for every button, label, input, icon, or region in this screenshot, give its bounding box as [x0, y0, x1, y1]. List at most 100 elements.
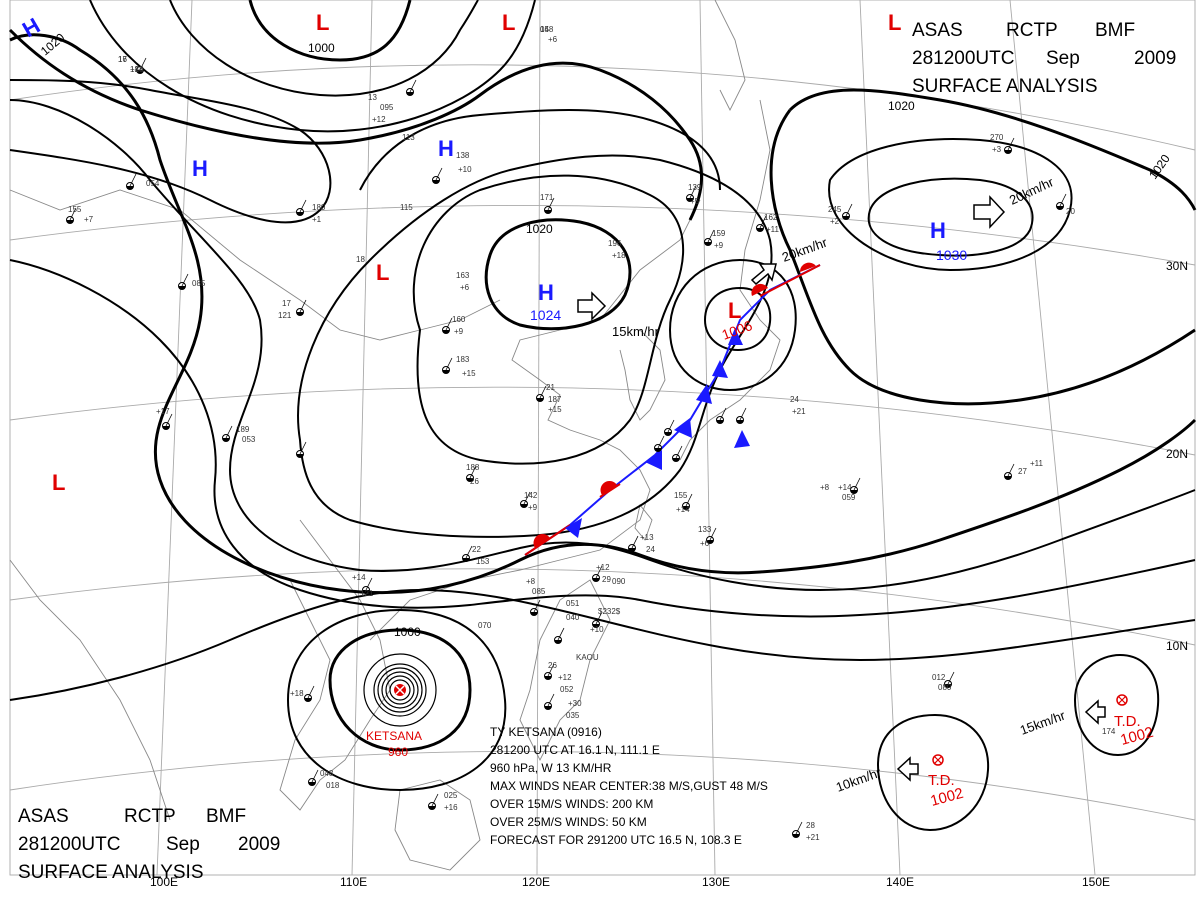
station-wind-barb [139, 57, 147, 71]
station-value: +10 [458, 165, 472, 174]
station-wind-barb [947, 671, 955, 685]
station-value: +11 [766, 225, 780, 234]
station-cloud-fill [536, 398, 544, 402]
station-value: 196 [608, 239, 622, 248]
station-value: 163 [456, 271, 470, 280]
station-wind-barb [69, 207, 77, 221]
station-value: +9 [528, 503, 538, 512]
station-value: +1 [312, 215, 322, 224]
station-wind-barb [547, 663, 555, 677]
isobar-1028-h1030 [867, 177, 1034, 257]
isobar-1016-central [412, 174, 685, 465]
station-value: +13 [640, 533, 654, 542]
station-value: +6 [700, 539, 710, 548]
arrow-td-center [896, 756, 919, 782]
station-value: 159 [712, 229, 726, 238]
station-wind-barb [707, 229, 715, 243]
parallel-0 [9, 750, 1196, 821]
arrow-h1030 [973, 195, 1006, 229]
coast-korea [619, 329, 666, 421]
lat-label: 30N [1166, 259, 1188, 273]
station-cloud-fill [554, 640, 562, 644]
info-line: 281200 UTC AT 16.1 N, 111.1 E [490, 743, 660, 757]
warm-front-semicircle [600, 480, 617, 495]
lon-label: 130E [702, 875, 730, 889]
station-value: +9 [454, 327, 464, 336]
station-value: 113 [402, 133, 415, 142]
station-cloud-fill [592, 624, 600, 628]
info-line: FORECAST FOR 291200 UTC 16.5 N, 108.3 E [490, 833, 742, 847]
station-cloud-fill [704, 242, 712, 246]
motion-arrows [577, 195, 1106, 782]
station-value: 142 [524, 491, 538, 500]
lat-label: 20N [1166, 447, 1188, 461]
header-top-title: SURFACE ANALYSIS [912, 76, 1098, 97]
station-cloud-fill [544, 210, 552, 214]
station-cloud-fill [544, 706, 552, 710]
station-wind-barb [795, 821, 803, 835]
isobar-1004-typhoon [286, 608, 507, 792]
typhoon-info: TY KETSANA (0916) 281200 UTC AT 16.1 N, … [490, 725, 768, 847]
td-name: T.D. [928, 772, 955, 789]
station-cloud-fill [664, 432, 672, 436]
isobar-1012-north-ridge [8, 28, 704, 221]
station-wind-barb [1059, 193, 1067, 207]
station-wind-barb [299, 299, 307, 313]
station-wind-barb [365, 577, 373, 591]
station-value: 24 [646, 545, 655, 554]
station-cloud-fill [756, 228, 764, 232]
isobar-1008-low [668, 258, 797, 392]
station-value: +15 [462, 369, 476, 378]
station-value: 24 [790, 395, 799, 404]
station-value: +16 [444, 803, 458, 812]
station-cloud-fill [686, 198, 694, 202]
front-line-red [524, 524, 571, 556]
station-value: +14 [838, 483, 852, 492]
low-center: L [728, 298, 741, 323]
lon-label: 100E [150, 875, 178, 889]
isobar-1020-h1030-s [769, 109, 1196, 406]
station-value: +7 [84, 215, 94, 224]
header-top-type: BMF [1095, 20, 1135, 41]
station-value: 085 [532, 587, 546, 596]
td-symbol [1116, 694, 1128, 706]
coast-india [9, 559, 171, 821]
low-center: L [52, 470, 65, 495]
high-value: 1024 [530, 307, 561, 323]
station-value: 139 [688, 183, 702, 192]
td-symbol [932, 754, 944, 766]
station-value: 048 [540, 25, 554, 34]
station-value: +5 [690, 197, 700, 206]
station-value: 26 [470, 477, 479, 486]
station-wind-barb [719, 407, 727, 421]
map-frame [9, 0, 1196, 876]
station-cloud-fill [442, 370, 450, 374]
typhoon-core [363, 653, 437, 727]
isobar-1008-south [9, 588, 1196, 701]
station-wind-barb [557, 627, 565, 641]
station-value: 245 [828, 205, 842, 214]
station-value: 20 [1066, 207, 1075, 216]
station-value: +14 [352, 573, 366, 582]
station-value: 115 [400, 203, 413, 212]
station-cloud-fill [432, 180, 440, 184]
station-value: 018 [326, 781, 340, 790]
isobar-td-east [1073, 653, 1160, 757]
lat-label: 10N [1166, 639, 1188, 653]
high-center: H [438, 136, 454, 161]
station-dots [66, 57, 1067, 838]
station-value: 270 [990, 133, 1004, 142]
station-value: +18 [290, 689, 304, 698]
station-value: 26 [548, 661, 557, 670]
station-wind-barb [311, 769, 319, 783]
station-wind-barb [547, 197, 555, 211]
station-wind-barb [523, 491, 531, 505]
station-value: +11 [1030, 459, 1044, 468]
station-cloud-fill [530, 612, 538, 616]
isobar-1000-north [248, 0, 412, 62]
warm-front-semicircle [751, 283, 768, 296]
station-value: 28 [806, 821, 815, 830]
arrow-td-east [1084, 699, 1106, 725]
low-center: L [376, 260, 389, 285]
